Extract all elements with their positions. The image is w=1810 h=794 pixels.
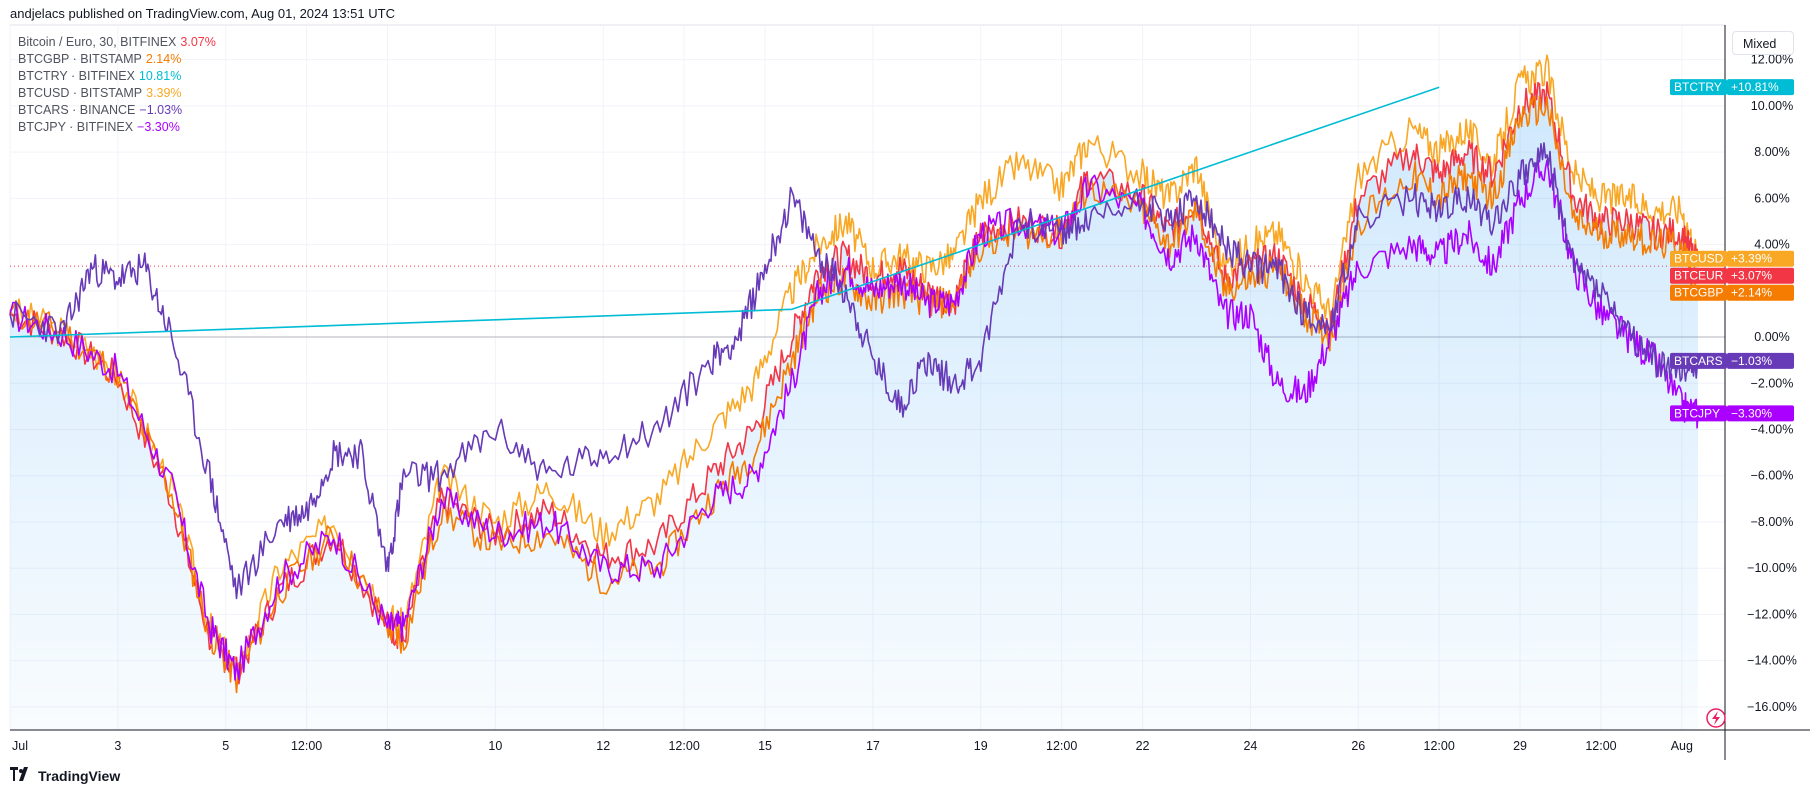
- y-tick-label: −14.00%: [1747, 654, 1797, 668]
- series-legend: Bitcoin / Euro, 30, BITFINEX 3.07% BTCGBP…: [18, 34, 216, 136]
- badge-value: +10.81%: [1731, 80, 1779, 94]
- y-tick-label: −12.00%: [1747, 607, 1797, 621]
- badge-value-bg: [1727, 79, 1794, 96]
- legend-value: 3.39%: [146, 86, 182, 100]
- x-tick-label: 12:00: [668, 739, 699, 753]
- badge-value-bg: [1727, 250, 1794, 267]
- badge-value: −3.30%: [1731, 406, 1772, 420]
- legend-row[interactable]: BTCTRY · BITFINEX 10.81%: [18, 68, 216, 85]
- tradingview-logo-icon: [10, 767, 34, 784]
- badge-value: +3.07%: [1731, 269, 1772, 283]
- legend-name: Bitcoin / Euro, 30, BITFINEX: [18, 35, 177, 49]
- x-tick-label: 12:00: [1424, 739, 1455, 753]
- x-tick-label: 24: [1243, 739, 1257, 753]
- axes: 12.00%10.00%8.00%6.00%4.00%2.00%0.00%−2.…: [10, 25, 1810, 760]
- badge-name-bg: [1670, 267, 1727, 284]
- x-tick-label: Jul: [12, 739, 28, 753]
- x-tick-label: 22: [1136, 739, 1150, 753]
- legend-value: 10.81%: [138, 69, 182, 83]
- y-tick-label: −2.00%: [1751, 376, 1794, 390]
- area-fill: [10, 81, 1699, 730]
- y-tick-label: 10.00%: [1751, 99, 1793, 113]
- badge-name-bg: [1670, 250, 1727, 267]
- btceur-area: [10, 81, 1699, 730]
- x-tick-label: 29: [1513, 739, 1527, 753]
- x-tick-label: 12:00: [291, 739, 322, 753]
- badge-name: BTCGBP: [1674, 286, 1723, 300]
- badge-name-bg: [1670, 405, 1727, 422]
- series-line-btceur: [9, 81, 1699, 685]
- y-tick-label: 12.00%: [1751, 53, 1793, 67]
- x-tick-label: 19: [974, 739, 988, 753]
- badge-name: BTCJPY: [1674, 406, 1720, 420]
- y-tick-label: −4.00%: [1751, 423, 1794, 437]
- badge-btcjpy: BTCJPY −3.30%: [1670, 405, 1794, 422]
- badge-btcgbp: BTCGBP +2.14%: [1670, 284, 1794, 301]
- badge-btceur: BTCEUR +3.07%: [1670, 267, 1794, 284]
- legend-name: BTCJPY · BITFINEX: [18, 120, 134, 134]
- badge-value: −1.03%: [1731, 354, 1772, 368]
- badge-name-bg: [1670, 79, 1727, 96]
- badge-value: +2.14%: [1731, 286, 1772, 300]
- badge-value-bg: [1727, 267, 1794, 284]
- y-tick-label: 6.00%: [1754, 191, 1789, 205]
- legend-name: BTCUSD · BITSTAMP: [18, 86, 143, 100]
- badge-value-bg: [1727, 284, 1794, 301]
- legend-value: −3.30%: [137, 120, 180, 134]
- legend-value: 2.14%: [145, 52, 182, 66]
- legend-value: −1.03%: [139, 103, 183, 117]
- legend-row[interactable]: BTCJPY · BITFINEX −3.30%: [18, 119, 216, 136]
- y-tick-label: −16.00%: [1747, 700, 1797, 714]
- x-tick-label: 3: [114, 739, 121, 753]
- badge-value-bg: [1727, 405, 1794, 422]
- series-line-btctry: [9, 86, 1440, 338]
- footer-brand-text: TradingView: [38, 767, 121, 784]
- legend-name: BTCGBP · BITSTAMP: [18, 52, 142, 66]
- series-line-btcgbp: [9, 95, 1699, 694]
- publisher-line: andjelacs published on TradingView.com, …: [10, 6, 395, 21]
- badge-name-bg: [1670, 352, 1727, 369]
- badge-value: +3.39%: [1731, 252, 1772, 266]
- legend-row[interactable]: Bitcoin / Euro, 30, BITFINEX 3.07%: [18, 34, 216, 51]
- legend-row[interactable]: BTCGBP · BITSTAMP 2.14%: [18, 51, 216, 68]
- series-line-btcars: [9, 142, 1699, 600]
- series-line-btcjpy: [9, 159, 1699, 681]
- badge-btcars: BTCARS −1.03%: [1670, 352, 1794, 369]
- y-tick-label: −10.00%: [1747, 561, 1797, 575]
- x-tick-label: 12:00: [1046, 739, 1077, 753]
- badge-name: BTCARS: [1674, 354, 1723, 368]
- lightning-icon[interactable]: [1706, 708, 1726, 728]
- legend-value: 3.07%: [180, 35, 216, 49]
- badge-btctry: BTCTRY +10.81%: [1670, 79, 1794, 96]
- last-value-badges: BTCTRY +10.81%BTCUSD +3.39%BTCEUR +3.07%BTC…: [1670, 79, 1794, 422]
- x-tick-label: 26: [1351, 739, 1365, 753]
- y-tick-label: 4.00%: [1754, 238, 1789, 252]
- badge-btcusd: BTCUSD +3.39%: [1670, 250, 1794, 267]
- badge-name: BTCEUR: [1674, 269, 1724, 283]
- badge-name-bg: [1670, 284, 1727, 301]
- series-lines: [9, 54, 1699, 694]
- y-tick-label: 8.00%: [1754, 145, 1789, 159]
- x-tick-label: 17: [866, 739, 880, 753]
- x-tick-label: 5: [222, 739, 229, 753]
- badge-name: BTCTRY: [1674, 80, 1722, 94]
- x-tick-label: 12: [596, 739, 610, 753]
- x-tick-label: 10: [488, 739, 502, 753]
- badge-value-bg: [1727, 352, 1794, 369]
- legend-row[interactable]: BTCUSD · BITSTAMP 3.39%: [18, 85, 216, 102]
- badge-name: BTCUSD: [1674, 252, 1724, 266]
- x-tick-label: Aug: [1671, 739, 1693, 753]
- legend-row[interactable]: BTCARS · BINANCE −1.03%: [18, 102, 216, 119]
- legend-name: BTCARS · BINANCE: [18, 103, 136, 117]
- legend-name: BTCTRY · BITFINEX: [18, 69, 135, 83]
- y-tick-label: 0.00%: [1754, 330, 1789, 344]
- x-tick-label: 15: [758, 739, 772, 753]
- footer-brand[interactable]: TradingView: [10, 767, 120, 784]
- y-tick-label: −8.00%: [1751, 515, 1794, 529]
- x-tick-label: 12:00: [1585, 739, 1616, 753]
- x-tick-label: 8: [384, 739, 391, 753]
- scale-mode-button[interactable]: Mixed: [1732, 31, 1794, 55]
- y-tick-label: −6.00%: [1751, 469, 1794, 483]
